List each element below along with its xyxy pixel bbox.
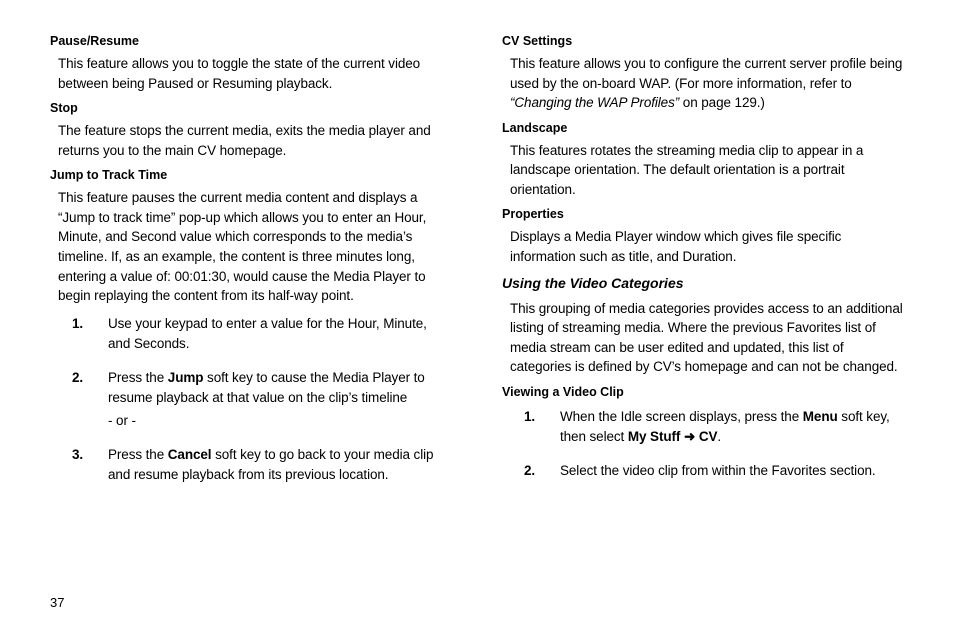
list-item: 2. Select the video clip from within the…	[510, 461, 904, 481]
heading-cv-settings: CV Settings	[502, 34, 904, 48]
heading-video-categories: Using the Video Categories	[502, 275, 904, 291]
body-properties: Displays a Media Player window which giv…	[510, 227, 904, 266]
or-line: - or -	[108, 411, 452, 431]
left-column: Pause/Resume This feature allows you to …	[50, 30, 477, 636]
page-number: 37	[50, 595, 64, 610]
heading-jump: Jump to Track Time	[50, 168, 452, 182]
body-jump: This feature pauses the current media co…	[58, 188, 452, 305]
body-stop: The feature stops the current media, exi…	[58, 121, 452, 160]
body-video-categories: This grouping of media categories provid…	[510, 299, 904, 377]
italic-text: “Changing the WAP Profiles”	[510, 95, 683, 110]
heading-pause-resume: Pause/Resume	[50, 34, 452, 48]
heading-stop: Stop	[50, 101, 452, 115]
text: .	[717, 429, 721, 444]
list-item: 1. Use your keypad to enter a value for …	[58, 314, 452, 355]
right-column: CV Settings This feature allows you to c…	[477, 30, 904, 636]
text: When the Idle screen displays, press the	[560, 409, 803, 424]
text: Press the	[108, 370, 168, 385]
step-text: When the Idle screen displays, press the…	[560, 407, 904, 448]
bold-text: CV	[699, 429, 718, 444]
arrow-icon: ➜	[680, 429, 699, 444]
body-landscape: This features rotates the streaming medi…	[510, 141, 904, 200]
step-text: Select the video clip from within the Fa…	[560, 461, 904, 481]
text: on page 129.)	[683, 95, 765, 110]
bold-text: Menu	[803, 409, 838, 424]
bold-text: My Stuff	[628, 429, 680, 444]
heading-landscape: Landscape	[502, 121, 904, 135]
viewing-steps: 1. When the Idle screen displays, press …	[510, 407, 904, 482]
heading-viewing-clip: Viewing a Video Clip	[502, 385, 904, 399]
step-number: 3.	[58, 445, 108, 486]
step-number: 1.	[58, 314, 108, 355]
bold-text: Cancel	[168, 447, 212, 462]
step-number: 2.	[510, 461, 560, 481]
step-text: Press the Jump soft key to cause the Med…	[108, 368, 452, 431]
step-text: Press the Cancel soft key to go back to …	[108, 445, 452, 486]
jump-steps: 1. Use your keypad to enter a value for …	[58, 314, 452, 486]
list-item: 2. Press the Jump soft key to cause the …	[58, 368, 452, 431]
body-cv-settings: This feature allows you to configure the…	[510, 54, 904, 113]
heading-properties: Properties	[502, 207, 904, 221]
list-item: 1. When the Idle screen displays, press …	[510, 407, 904, 448]
page: Pause/Resume This feature allows you to …	[0, 0, 954, 636]
text: Press the	[108, 447, 168, 462]
text: This feature allows you to configure the…	[510, 56, 902, 91]
list-item: 3. Press the Cancel soft key to go back …	[58, 445, 452, 486]
step-number: 1.	[510, 407, 560, 448]
bold-text: Jump	[168, 370, 204, 385]
step-text: Use your keypad to enter a value for the…	[108, 314, 452, 355]
step-number: 2.	[58, 368, 108, 431]
body-pause-resume: This feature allows you to toggle the st…	[58, 54, 452, 93]
